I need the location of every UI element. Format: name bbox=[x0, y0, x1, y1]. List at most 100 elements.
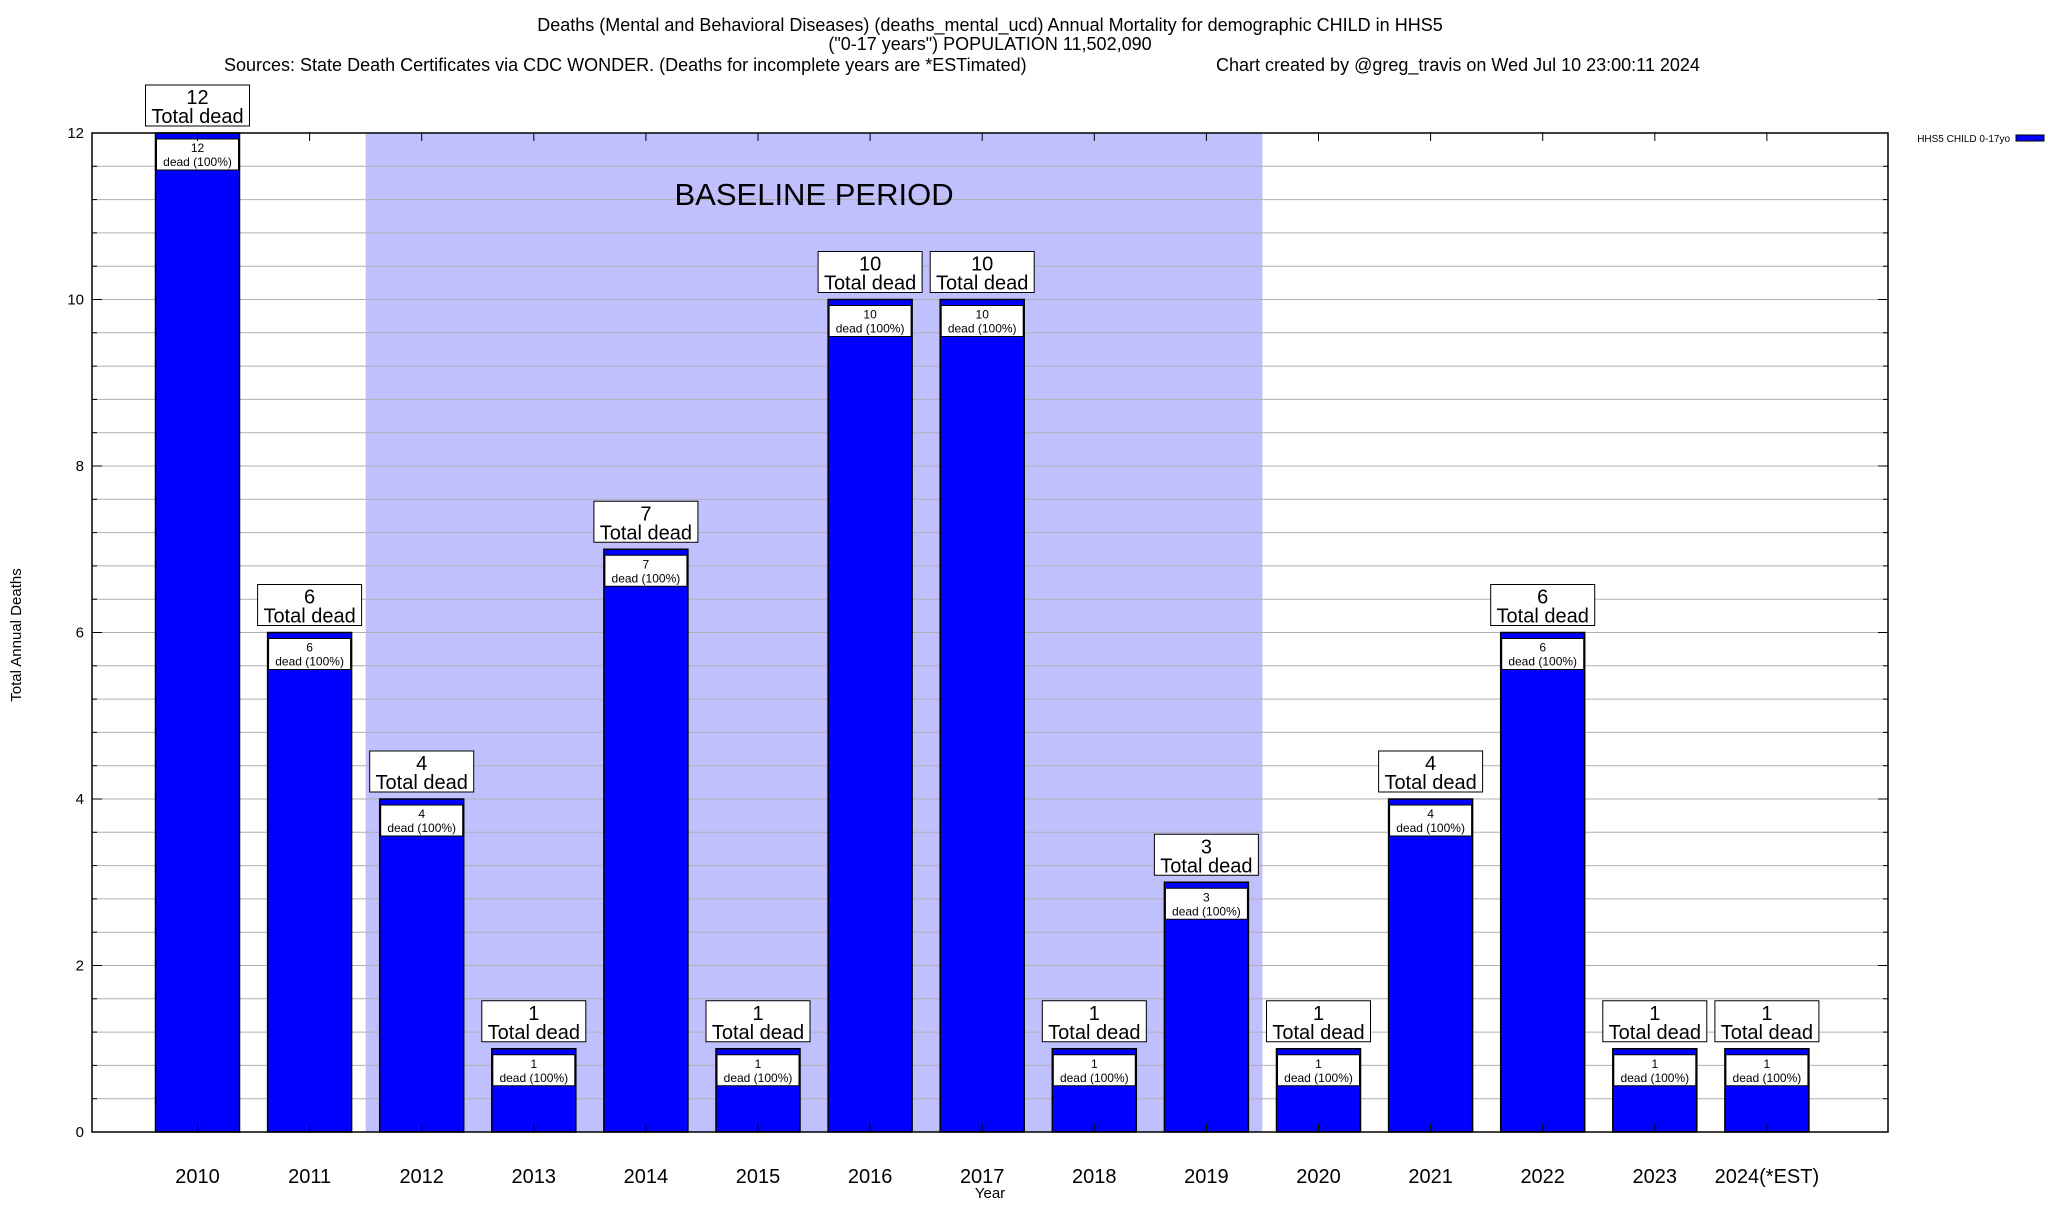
bar-inner-value: 10 bbox=[976, 308, 990, 322]
bar-inner-label: dead (100%) bbox=[724, 1071, 793, 1085]
y-tick-label: 2 bbox=[76, 958, 84, 975]
bar-inner-label: dead (100%) bbox=[1620, 1071, 1689, 1085]
bar-inner-value: 7 bbox=[643, 557, 650, 571]
x-tick-label: 2014 bbox=[624, 1166, 669, 1188]
bar-inner-value: 6 bbox=[306, 641, 313, 655]
bar-total-value: 4 bbox=[1425, 753, 1436, 775]
x-tick-label: 2024(*EST) bbox=[1715, 1166, 1820, 1188]
chart-title: Deaths (Mental and Behavioral Diseases) … bbox=[537, 15, 1442, 36]
bar-inner-label-box bbox=[1164, 887, 1248, 920]
bar-total-label: Total dead bbox=[1384, 772, 1476, 794]
bar-total-label: Total dead bbox=[1272, 1022, 1364, 1044]
bar-total-value: 1 bbox=[1313, 1003, 1324, 1025]
x-axis-label: Year bbox=[975, 1185, 1005, 1200]
x-tick-label: 2013 bbox=[512, 1166, 557, 1188]
bar-total-label-box bbox=[1153, 833, 1259, 876]
bar-inner-label-box bbox=[268, 638, 352, 670]
x-tick-label: 2015 bbox=[736, 1166, 781, 1188]
bar-inner-label-box bbox=[940, 305, 1024, 337]
bar-inner-label: dead (100%) bbox=[836, 322, 905, 336]
bar bbox=[1387, 798, 1474, 1133]
bar-inner-label: dead (100%) bbox=[612, 571, 681, 585]
bar-inner-label: dead (100%) bbox=[1508, 655, 1577, 669]
x-tick-label: 2019 bbox=[1184, 1166, 1229, 1188]
bar-total-value: 1 bbox=[1761, 1003, 1772, 1025]
chart-credit: Chart created by @greg_travis on Wed Jul… bbox=[1216, 55, 1700, 76]
bar-inner-label-box bbox=[1725, 1054, 1809, 1087]
bar-total-label: Total dead bbox=[376, 772, 468, 794]
bar-total-label-box bbox=[705, 1000, 811, 1043]
bar-total-label-box bbox=[481, 1000, 587, 1043]
x-tick-label: 2011 bbox=[288, 1166, 331, 1188]
x-tick-label: 2020 bbox=[1296, 1166, 1341, 1188]
x-tick-label: 2012 bbox=[399, 1166, 444, 1188]
bar-total-value: 12 bbox=[186, 87, 208, 109]
bar-inner-value: 12 bbox=[191, 141, 205, 155]
bar-total-label: Total dead bbox=[488, 1022, 580, 1044]
legend-swatch bbox=[2015, 134, 2045, 142]
chart-sources: Sources: State Death Certificates via CD… bbox=[224, 55, 1027, 75]
x-tick-label: 2010 bbox=[175, 1166, 220, 1188]
bar-inner-label: dead (100%) bbox=[163, 155, 232, 169]
y-axis-label: Total Annual Deaths bbox=[8, 568, 25, 701]
bar-total-label: Total dead bbox=[1609, 1022, 1701, 1044]
bar bbox=[1499, 631, 1586, 1133]
bar bbox=[266, 631, 353, 1133]
bar-total-value: 6 bbox=[1537, 587, 1548, 609]
bar-total-label: Total dead bbox=[1160, 855, 1252, 877]
bar-inner-label-box bbox=[380, 804, 464, 837]
bar-total-label: Total dead bbox=[151, 106, 243, 128]
bar-inner-label: dead (100%) bbox=[387, 821, 456, 835]
bar-inner-label: dead (100%) bbox=[1172, 904, 1241, 918]
bar-total-label-box bbox=[1266, 1000, 1371, 1043]
bar-inner-label: dead (100%) bbox=[275, 655, 344, 669]
bar bbox=[378, 798, 465, 1133]
legend-label: HHS5 CHILD 0-17yo bbox=[1917, 134, 2010, 145]
bar-inner-value: 1 bbox=[1764, 1057, 1771, 1071]
bar-total-label-box bbox=[1602, 1000, 1708, 1043]
y-tick-label: 0 bbox=[76, 1124, 84, 1141]
bar-total-label-box bbox=[257, 584, 363, 626]
bar bbox=[939, 298, 1025, 1133]
bar-inner-label-box bbox=[492, 1054, 576, 1087]
bar-inner-value: 1 bbox=[1315, 1057, 1322, 1071]
bar-total-value: 1 bbox=[1089, 1003, 1100, 1025]
bar-inner-label-box bbox=[156, 138, 239, 171]
x-tick-label: 2021 bbox=[1408, 1166, 1453, 1188]
x-tick-label: 2017 bbox=[960, 1166, 1005, 1188]
x-tick-label: 2022 bbox=[1520, 1166, 1565, 1188]
bar-total-label-box bbox=[593, 500, 699, 543]
bar-total-label: Total dead bbox=[263, 606, 355, 628]
bar-inner-value: 4 bbox=[418, 807, 425, 821]
bar-inner-value: 6 bbox=[1539, 641, 1546, 655]
bar-total-label-box bbox=[145, 84, 250, 127]
x-tick-label: 2016 bbox=[848, 1166, 893, 1188]
bar-total-label-box bbox=[1490, 584, 1596, 626]
bar-total-value: 1 bbox=[752, 1003, 763, 1025]
bar-total-value: 4 bbox=[416, 753, 427, 775]
y-tick-label: 4 bbox=[76, 791, 84, 808]
bar-inner-value: 1 bbox=[530, 1057, 537, 1071]
bar-total-label-box bbox=[1378, 750, 1484, 793]
bar-total-value: 7 bbox=[640, 503, 651, 525]
bar-total-label: Total dead bbox=[1721, 1022, 1813, 1044]
bar-inner-label-box bbox=[1389, 804, 1473, 837]
bar-inner-value: 1 bbox=[755, 1057, 762, 1071]
bar-total-label: Total dead bbox=[936, 273, 1028, 295]
bar-inner-label: dead (100%) bbox=[1396, 821, 1465, 835]
bar-inner-label: dead (100%) bbox=[1284, 1071, 1353, 1085]
bar-inner-value: 4 bbox=[1427, 807, 1434, 821]
bar-total-label-box bbox=[369, 750, 475, 793]
bar bbox=[827, 298, 913, 1133]
bar-inner-label: dead (100%) bbox=[1733, 1071, 1802, 1085]
x-tick-label: 2023 bbox=[1633, 1166, 1678, 1188]
bar-inner-label-box bbox=[828, 305, 912, 337]
bar-inner-value: 10 bbox=[863, 308, 877, 322]
x-tick-label: 2018 bbox=[1072, 1166, 1117, 1188]
bar-total-label: Total dead bbox=[1497, 606, 1589, 628]
y-tick-label: 8 bbox=[76, 458, 84, 475]
bar-inner-label: dead (100%) bbox=[1060, 1071, 1129, 1085]
bar-inner-label-box bbox=[1613, 1054, 1697, 1087]
y-tick-label: 6 bbox=[76, 625, 84, 642]
